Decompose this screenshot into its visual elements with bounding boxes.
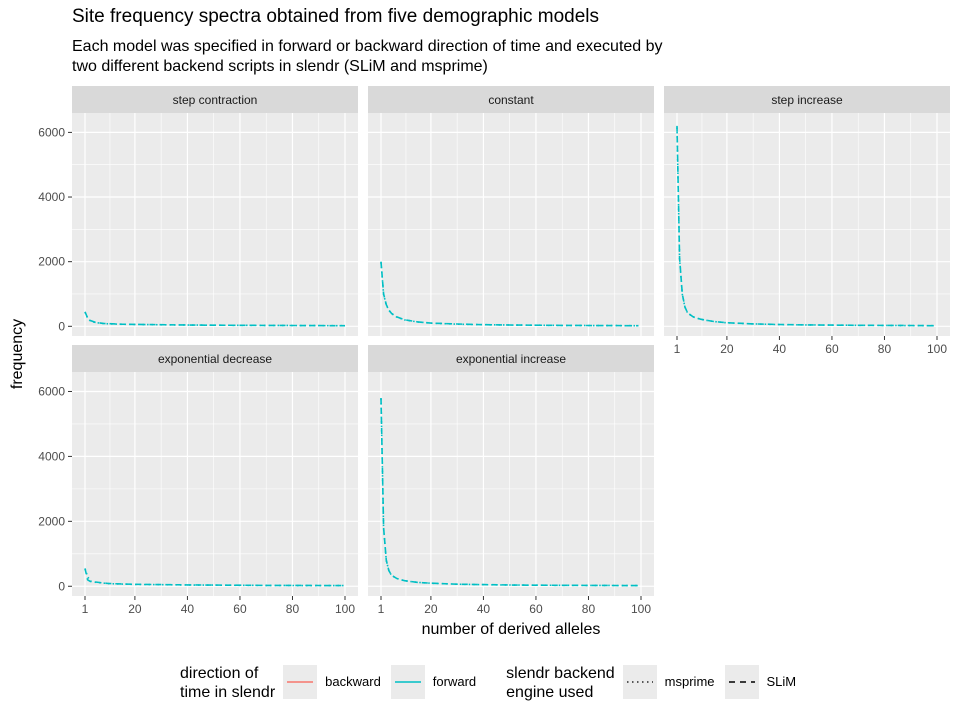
x-tick-label: 20: [424, 602, 438, 616]
y-axis-title: frequency: [9, 319, 26, 389]
chart-subtitle: Each model was specified in forward or b…: [72, 37, 832, 77]
x-tick-label: 1: [674, 342, 681, 356]
facet-strip: [368, 86, 654, 113]
series-line-forward-msprime: [84, 311, 346, 327]
y-tick-label: 0: [58, 579, 65, 593]
y-tick-label: 0: [58, 319, 65, 333]
x-tick-label: 1: [378, 602, 385, 616]
x-tick-label: 60: [233, 602, 247, 616]
x-tick-label: 20: [720, 342, 734, 356]
y-tick-label: 2000: [38, 255, 65, 269]
x-tick-label: 80: [582, 602, 596, 616]
legend: direction of time in slendr backward for…: [180, 664, 806, 712]
x-tick-label: 40: [773, 342, 787, 356]
facet-strip: [664, 86, 950, 113]
panel-background: [72, 372, 358, 596]
panel-background: [368, 372, 654, 596]
panel-background: [664, 113, 950, 336]
panel-background: [72, 113, 358, 336]
subtitle-line: two different backend scripts in slendr …: [72, 58, 488, 75]
facet-chart: step contraction 0 2000 4000 6000 constant ste…: [9, 86, 950, 638]
legend-key-slim: [724, 665, 759, 699]
legend-label-forward: forward: [432, 674, 477, 689]
series-line-forward-slim: [84, 311, 346, 327]
x-axis-title: number of derived alleles: [422, 621, 601, 638]
x-tick-label: 60: [825, 342, 839, 356]
legend-key-forward: [390, 665, 425, 699]
facet-strip-label: exponential increase: [456, 352, 566, 366]
x-tick-label: 40: [477, 602, 491, 616]
x-tick-label: 100: [631, 602, 651, 616]
subtitle-line: Each model was specified in forward or b…: [72, 38, 663, 55]
legend-key-msprime: [622, 665, 657, 699]
series-line-forward-msprime: [676, 127, 935, 327]
x-tick-label: 80: [878, 342, 892, 356]
x-tick-label: 100: [335, 602, 355, 616]
x-tick-label: 80: [286, 602, 300, 616]
y-tick-label: 6000: [38, 384, 65, 398]
x-tick-label: 40: [181, 602, 195, 616]
x-tick-label: 1: [82, 602, 89, 616]
series-line-forward-msprime: [84, 568, 345, 587]
legend-title-engine: slendr backend engine used: [506, 665, 615, 701]
facet-strip-label: exponential decrease: [158, 352, 272, 366]
legend-label-msprime: msprime: [664, 674, 715, 689]
series-line-forward-msprime: [380, 262, 639, 327]
facet-strip-label: constant: [488, 93, 534, 107]
x-tick-label: 100: [927, 342, 947, 356]
legend-key-backward: [283, 665, 318, 699]
x-tick-label: 60: [529, 602, 543, 616]
chart-title: Site frequency spectra obtained from fiv…: [72, 6, 599, 27]
legend-label-backward: backward: [325, 674, 381, 689]
legend-title-direction: direction of time in slendr: [180, 665, 276, 701]
y-tick-label: 6000: [38, 125, 65, 139]
facet-strip-label: step increase: [771, 93, 843, 107]
facet-strip: [72, 86, 358, 113]
y-tick-label: 4000: [38, 190, 65, 204]
panel-background: [368, 113, 654, 336]
y-tick-label: 4000: [38, 449, 65, 463]
x-tick-label: 20: [128, 602, 142, 616]
y-tick-label: 2000: [38, 514, 65, 528]
facet-strip: [72, 345, 358, 372]
legend-label-slim: SLiM: [766, 674, 797, 689]
facet-strip-label: step contraction: [173, 93, 258, 107]
facet-strip: [368, 345, 654, 372]
